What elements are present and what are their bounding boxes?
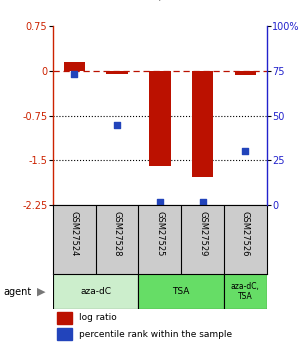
Text: ▶: ▶ <box>37 287 45 296</box>
Bar <box>149 71 171 166</box>
Bar <box>192 71 213 177</box>
Point <box>72 71 77 77</box>
Bar <box>57 312 72 324</box>
Text: TSA: TSA <box>172 287 190 296</box>
Text: GSM27525: GSM27525 <box>155 211 164 256</box>
Text: percentile rank within the sample: percentile rank within the sample <box>79 330 232 339</box>
Text: GSM27526: GSM27526 <box>241 211 250 256</box>
Bar <box>57 328 72 340</box>
Text: GSM27528: GSM27528 <box>113 211 122 256</box>
Point <box>243 149 248 154</box>
Bar <box>64 62 85 71</box>
Text: log ratio: log ratio <box>79 314 116 323</box>
Point <box>115 122 119 127</box>
Bar <box>138 274 224 309</box>
Text: GDS920 / 5955: GDS920 / 5955 <box>104 0 199 2</box>
Text: GSM27529: GSM27529 <box>198 211 207 256</box>
Text: aza-dC,
TSA: aza-dC, TSA <box>231 282 260 301</box>
Bar <box>235 71 256 75</box>
Bar <box>53 274 138 309</box>
Text: GSM27524: GSM27524 <box>70 211 79 256</box>
Text: agent: agent <box>3 287 31 296</box>
Bar <box>106 71 128 74</box>
Bar <box>224 274 267 309</box>
Point <box>158 199 162 205</box>
Text: aza-dC: aza-dC <box>80 287 111 296</box>
Point <box>200 199 205 205</box>
